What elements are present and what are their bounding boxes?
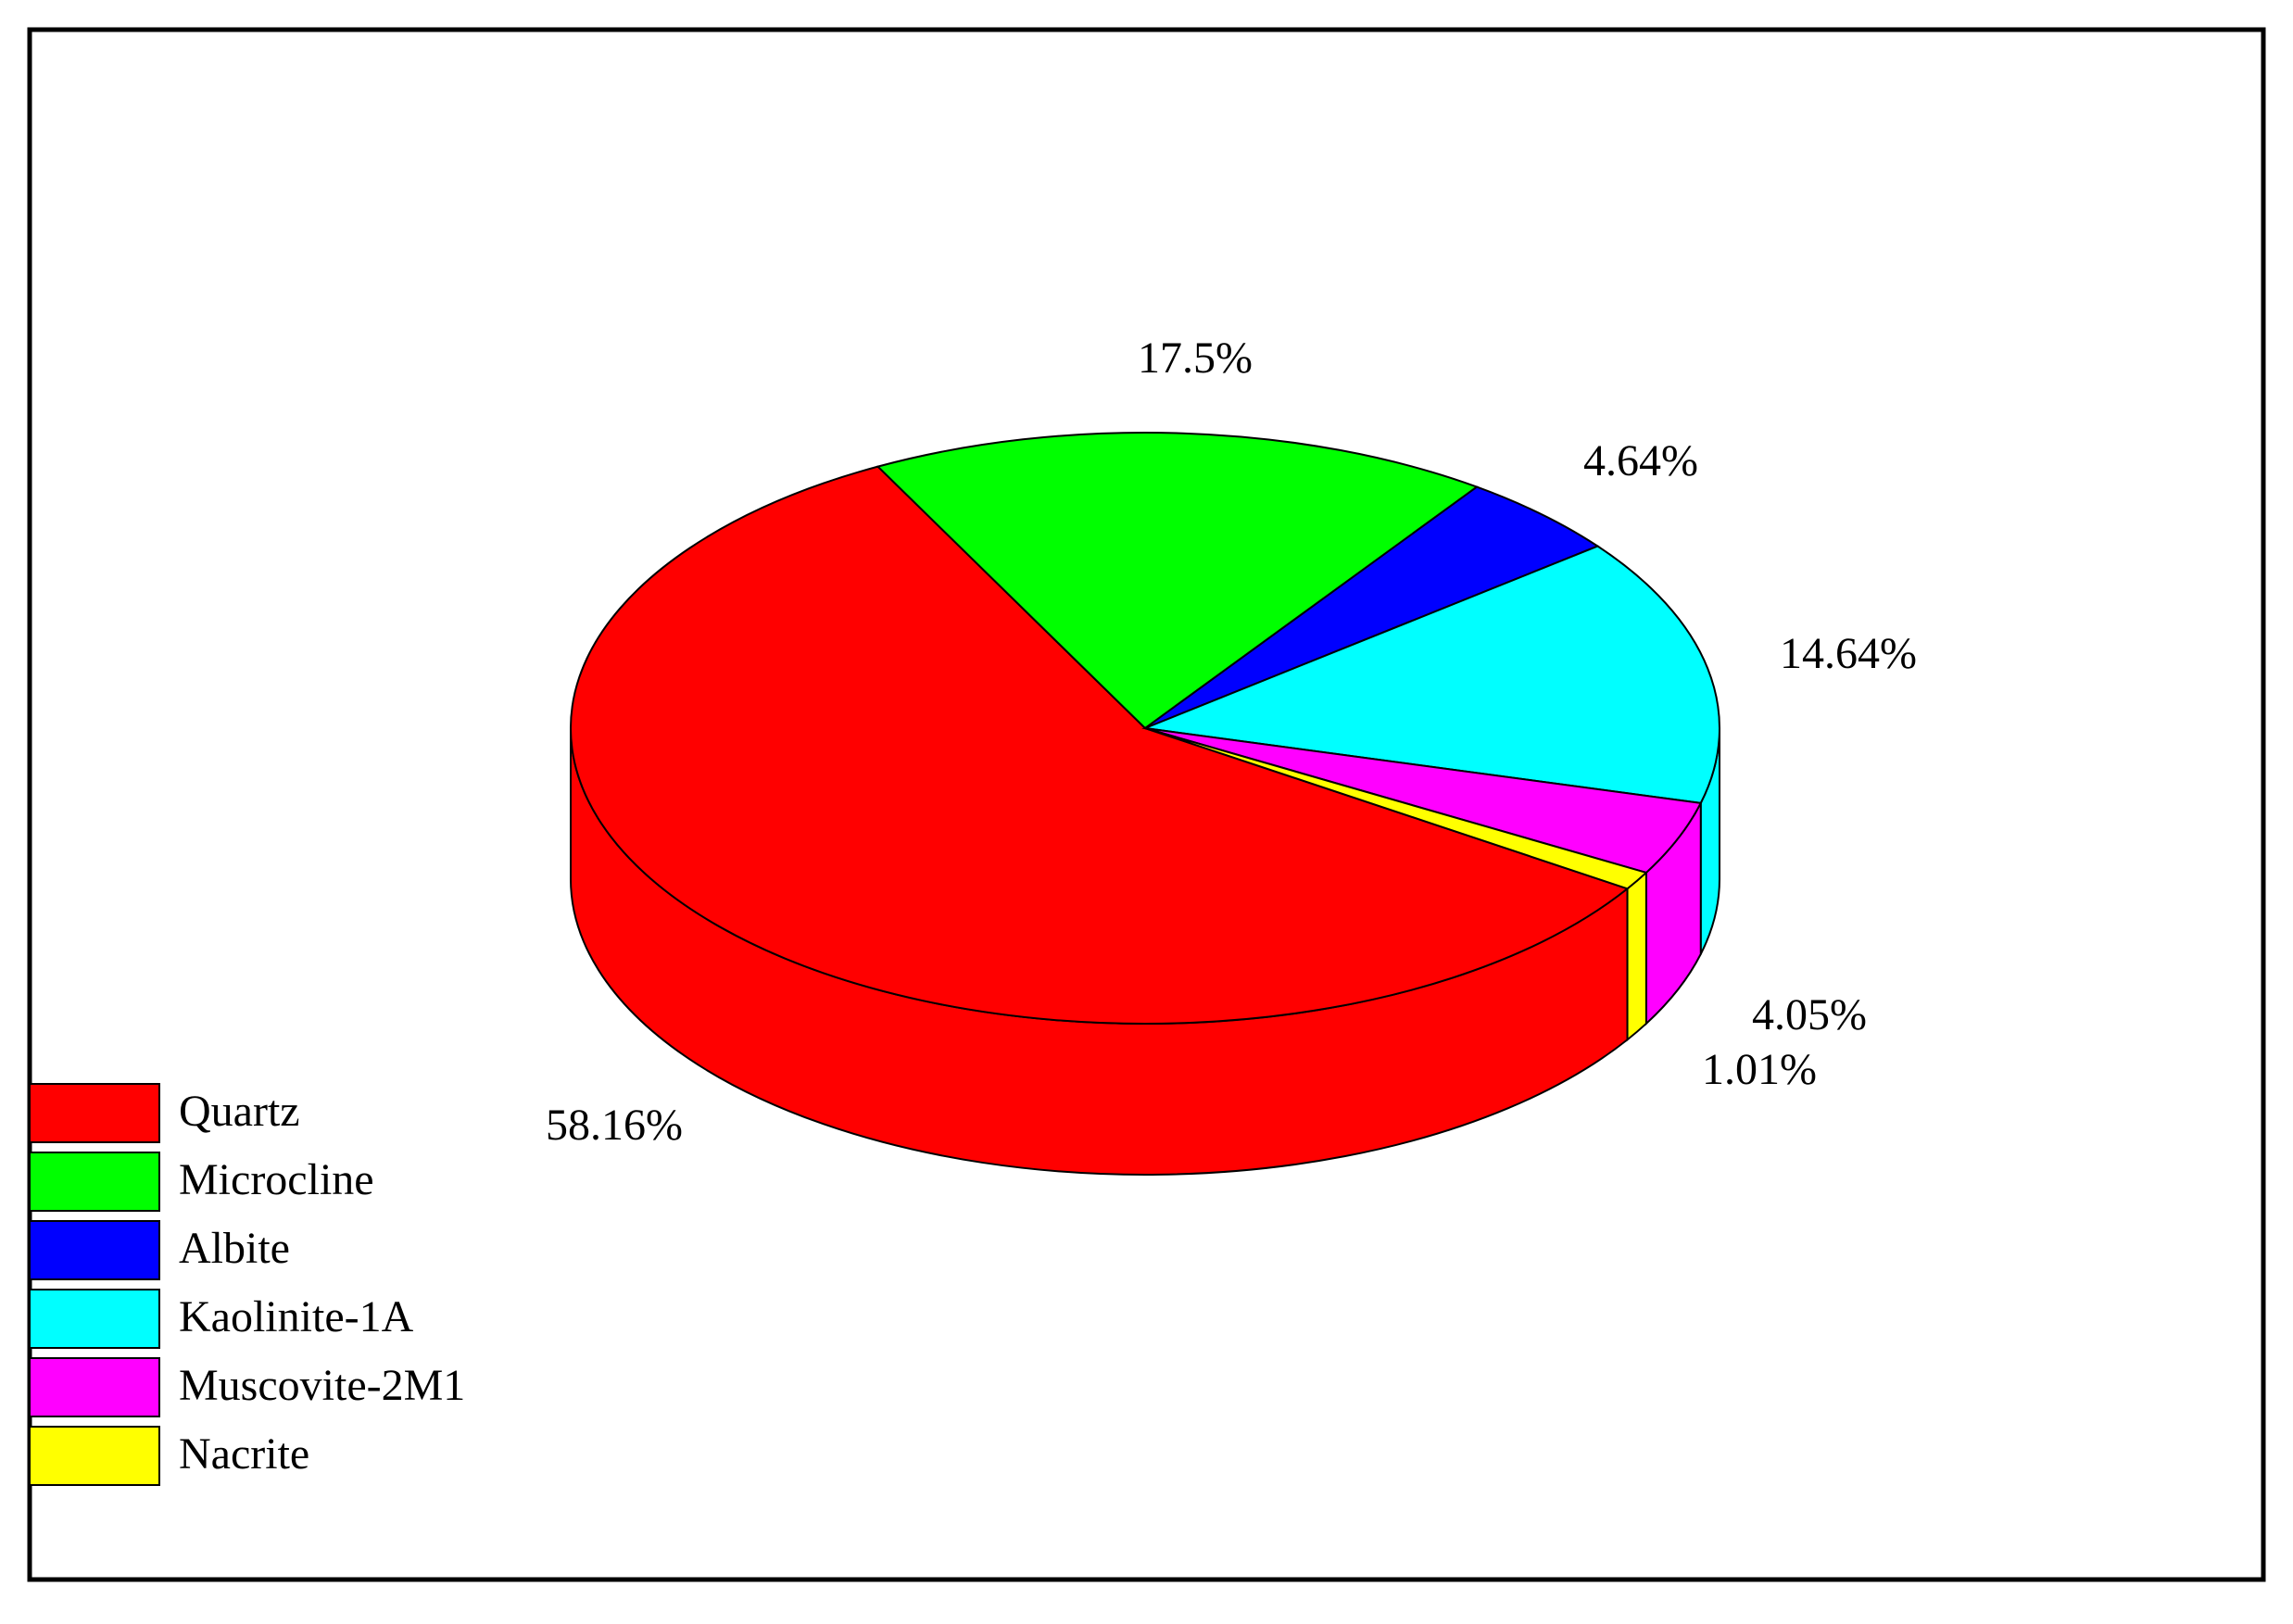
legend-label: Quartz: [179, 1087, 300, 1136]
value-label: 4.64%: [1583, 436, 1698, 485]
legend-label: Albite: [179, 1224, 290, 1273]
legend-swatch: [29, 1083, 160, 1143]
legend-label: Kaolinite-1A: [179, 1292, 414, 1341]
value-label: 17.5%: [1138, 334, 1253, 383]
value-label: 1.01%: [1702, 1045, 1817, 1094]
value-label: 14.64%: [1780, 629, 1917, 678]
legend-label: Nacrite: [179, 1429, 309, 1479]
legend-label: Microcline: [179, 1155, 374, 1204]
legend-swatch: [29, 1220, 160, 1280]
legend-swatch: [29, 1357, 160, 1417]
slice: [1144, 485, 1600, 729]
legend-label: Muscovite-2M1: [179, 1361, 465, 1410]
slice-side: [1626, 870, 1647, 1042]
value-label: 4.05%: [1752, 990, 1867, 1039]
slice: [1141, 545, 1720, 804]
slice: [1144, 727, 1648, 890]
legend-swatch: [29, 1152, 160, 1212]
slice: [876, 432, 1480, 730]
value-label: 58.16%: [546, 1101, 683, 1150]
legend-swatch: [29, 1289, 160, 1349]
slice: [570, 465, 1630, 1026]
legend-swatch: [29, 1426, 160, 1486]
